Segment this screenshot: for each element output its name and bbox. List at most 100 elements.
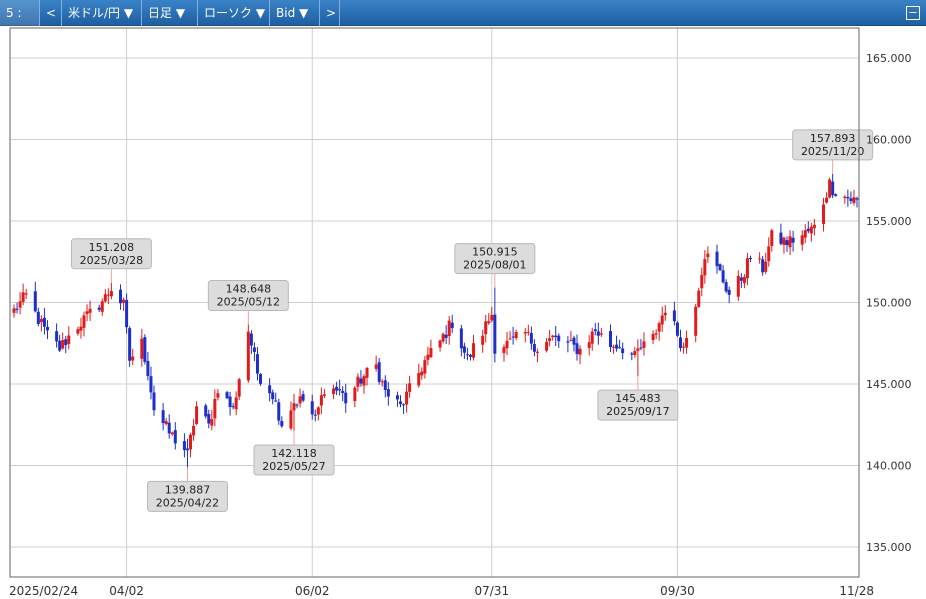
candle-body	[441, 333, 445, 342]
candle	[128, 326, 132, 367]
candle-body	[578, 348, 582, 355]
candle-body	[252, 347, 256, 352]
candle-body	[128, 328, 132, 361]
candle	[185, 438, 189, 468]
candle-body	[767, 246, 771, 262]
candle-body	[332, 388, 336, 395]
candle-body	[386, 389, 390, 397]
candle-body	[514, 332, 518, 338]
candle	[663, 304, 667, 321]
candle-body	[660, 315, 664, 325]
candle-body	[621, 348, 625, 354]
currency-pair-select[interactable]: 米ドル/円 ▼	[62, 0, 142, 26]
candle	[545, 338, 549, 353]
x-tick-label: 09/30	[660, 584, 695, 598]
candle-body	[152, 392, 156, 411]
chart-area[interactable]: 151.208 2025/03/28 139.887 2025/04/22 148.64…	[0, 26, 926, 599]
callout-date: 2025/11/20	[801, 145, 864, 158]
price-side-select[interactable]: Bid ▼	[270, 0, 320, 26]
candle	[420, 367, 424, 380]
candle-body	[42, 317, 46, 327]
candle-body	[192, 425, 196, 436]
x-tick-label: 2025/02/24	[9, 584, 78, 598]
candle-body	[505, 340, 509, 349]
candle	[408, 375, 412, 398]
candle	[566, 336, 570, 353]
candle	[846, 189, 850, 207]
candle	[252, 342, 256, 361]
candle-body	[587, 342, 591, 349]
candle	[444, 325, 448, 344]
candle	[718, 263, 722, 272]
candle	[161, 403, 165, 431]
candle	[472, 334, 476, 361]
candle	[761, 255, 765, 276]
candle	[106, 288, 110, 305]
candle	[608, 324, 612, 352]
next-button[interactable]: >	[320, 0, 340, 26]
candle-body	[724, 282, 728, 292]
candle	[806, 221, 810, 234]
candle-body	[727, 289, 731, 295]
candle-body	[825, 197, 829, 203]
candle-body	[447, 320, 451, 337]
candle	[55, 323, 59, 348]
candle	[125, 293, 129, 334]
candle	[335, 381, 339, 396]
callout-box	[253, 444, 335, 476]
candle	[344, 383, 348, 413]
candle-body	[383, 380, 387, 390]
candle	[487, 313, 491, 325]
candle-body	[593, 329, 597, 332]
candle	[593, 322, 597, 336]
candle	[447, 316, 451, 345]
candle-body	[255, 354, 259, 374]
candle	[58, 334, 62, 353]
candle-body	[259, 374, 263, 384]
candle	[76, 326, 80, 336]
candle-body	[88, 308, 92, 313]
candle	[301, 390, 305, 403]
chart-type-select[interactable]: ローソク ▼	[198, 0, 270, 26]
candle	[481, 329, 485, 353]
candle	[812, 218, 816, 236]
candle-body	[526, 331, 530, 333]
callout-price: 151.208	[89, 241, 135, 254]
candle	[672, 301, 676, 326]
candle-body	[122, 299, 126, 303]
candle-body	[700, 274, 704, 289]
candle	[259, 373, 263, 386]
candle-body	[149, 376, 153, 393]
candle-body	[33, 291, 37, 312]
candle-body	[417, 373, 421, 386]
candle-body	[444, 334, 448, 338]
candle	[758, 252, 762, 264]
candle	[429, 339, 433, 359]
candle-body	[335, 386, 339, 391]
candle	[386, 382, 390, 406]
candle	[21, 283, 25, 306]
candle	[332, 384, 336, 400]
candle-body	[642, 341, 646, 348]
candle	[535, 348, 539, 363]
candle-body	[657, 323, 661, 332]
candle-body	[472, 343, 476, 358]
candle	[365, 367, 369, 386]
candle	[612, 344, 616, 354]
candle-body	[58, 340, 62, 351]
candle	[167, 414, 171, 439]
candle	[675, 320, 679, 338]
timeframe-select[interactable]: 日足 ▼	[142, 0, 198, 26]
candle-body	[85, 311, 89, 315]
candle	[426, 346, 430, 366]
candle-body	[167, 422, 171, 434]
candle	[192, 419, 196, 441]
prev-button[interactable]: <	[40, 0, 62, 26]
candle	[791, 230, 795, 252]
candle-body	[569, 339, 573, 341]
collapse-button[interactable]: −	[906, 6, 920, 20]
candle	[639, 339, 643, 351]
